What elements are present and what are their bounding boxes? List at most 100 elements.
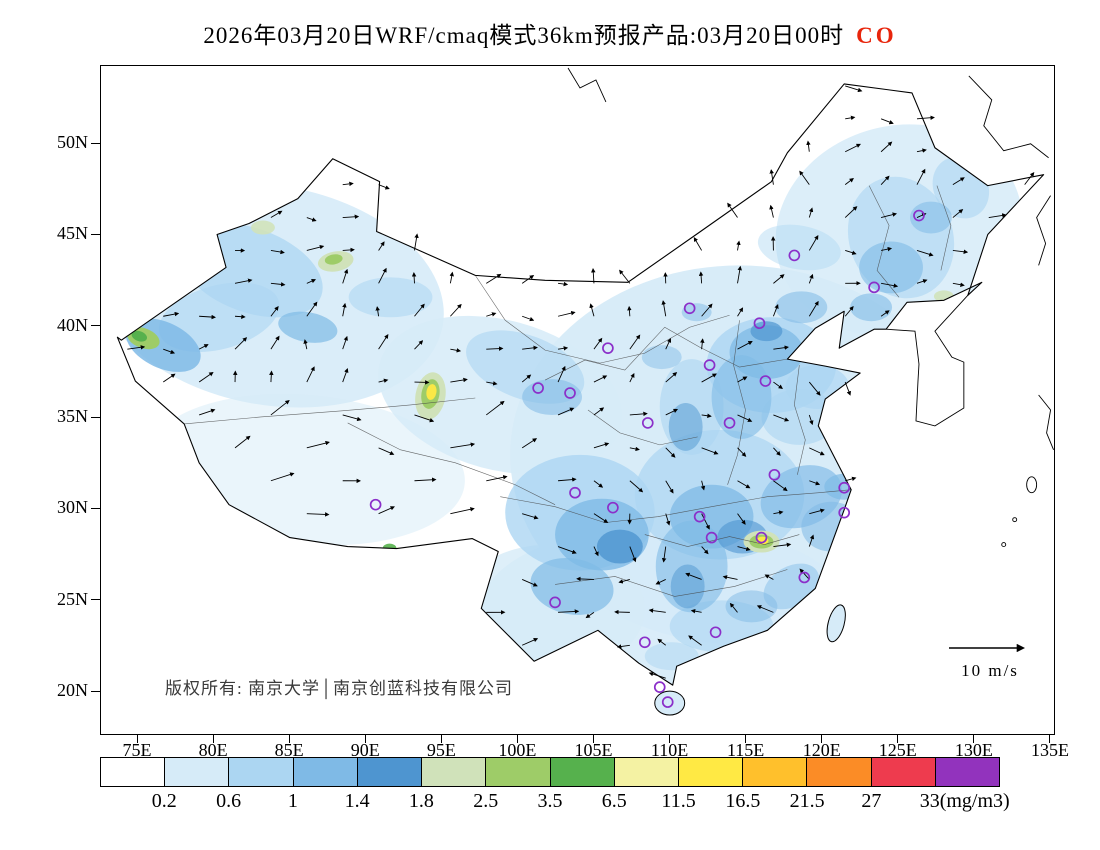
lat-tick-label: 25N — [57, 588, 88, 609]
station-marker — [661, 696, 674, 708]
lon-tick-mark — [288, 735, 290, 743]
lat-tick-label: 20N — [57, 680, 88, 701]
station-marker — [798, 571, 811, 584]
colorbar-segment — [807, 758, 872, 786]
lon-tick-label: 100E — [498, 740, 537, 760]
colorbar-segment — [678, 758, 744, 786]
lat-tick-mark — [91, 325, 100, 327]
colorbar-label: 16.5 — [725, 790, 761, 812]
colorbar-segment — [101, 758, 166, 786]
lat-tick-label: 45N — [57, 223, 88, 244]
wind-scale-label: 10 m/s — [961, 661, 1019, 680]
station-marker — [569, 486, 581, 499]
hainan-island — [654, 690, 686, 716]
colorbar-segment — [871, 758, 936, 786]
colorbar-segment — [614, 758, 679, 786]
colorbar-labels: 0.2 0.6 1 1.4 1.8 2.5 3.5 6.5 11.5 16.5 21.5 27 33(m… — [100, 790, 1100, 818]
province-boundaries — [184, 185, 952, 597]
colorbar — [100, 757, 1000, 787]
colorbar-label: 2.5 — [473, 790, 499, 812]
lat-tick-mark — [91, 142, 100, 144]
lat-tick-mark — [91, 233, 100, 235]
lon-tick-label: 120E — [802, 740, 841, 760]
lon-tick-label: 125E — [878, 740, 917, 760]
colorbar-label: 6.5 — [601, 790, 627, 812]
lon-tick-label: 115E — [726, 740, 765, 760]
lon-tick-mark — [440, 735, 442, 743]
lat-tick-mark — [91, 690, 100, 692]
colorbar-segment — [935, 758, 1000, 786]
colorbar-segment — [422, 758, 487, 786]
lat-tick-label: 35N — [57, 406, 88, 427]
colorbar-label: 11.5 — [661, 790, 696, 812]
neighbouring-coastlines — [567, 67, 1054, 548]
lat-tick-mark — [91, 507, 100, 509]
map-plot-area: 版权所有: 南京大学│南京创蓝科技有限公司 10 m/s — [100, 65, 1055, 735]
colorbar-segment — [743, 758, 808, 786]
colorbar-segment — [550, 758, 615, 786]
lon-tick-mark — [364, 735, 366, 743]
lon-tick-label: 90E — [350, 740, 380, 760]
station-marker — [838, 506, 851, 519]
lon-tick-label: 95E — [426, 740, 456, 760]
station-marker — [549, 596, 561, 609]
lon-tick-label: 105E — [574, 740, 613, 760]
colorbar-segment — [293, 758, 358, 786]
wind-vectors — [127, 85, 1035, 679]
station-marker — [564, 387, 576, 399]
colorbar-label: 1 — [287, 790, 298, 812]
lat-tick-label: 50N — [57, 132, 88, 152]
lon-tick-mark — [516, 735, 518, 743]
wind-scale-legend: 10 m/s — [942, 640, 1038, 681]
colorbar-label: 1.8 — [408, 790, 434, 812]
china-border-coastline — [116, 83, 1045, 686]
lon-tick-label: 130E — [954, 740, 993, 760]
station-marker — [755, 531, 768, 544]
lon-tick-mark — [1049, 735, 1051, 743]
lat-tick-mark — [91, 599, 100, 601]
station-marker — [759, 375, 772, 387]
station-marker — [683, 302, 696, 315]
taiwan-island — [826, 604, 846, 643]
lat-tick-label: 30N — [57, 497, 88, 518]
lon-tick-label: 110E — [650, 740, 689, 760]
station-marker — [768, 468, 781, 481]
lon-tick-mark — [669, 735, 671, 743]
lon-tick-label: 135E — [1030, 740, 1069, 760]
lon-tick-mark — [821, 735, 823, 743]
lat-tick-label: 40N — [57, 314, 88, 335]
colorbar-segment — [229, 758, 294, 786]
station-marker — [638, 636, 651, 649]
colorbar-label: 0.2 — [151, 790, 177, 812]
station-marker — [693, 510, 706, 523]
station-marker — [913, 209, 925, 222]
station-marker — [753, 317, 766, 330]
title-text: 2026年03月20日WRF/cmaq模式36km预报产品:03月20日00时 — [203, 23, 845, 48]
station-marker — [709, 626, 722, 639]
lon-tick-mark — [136, 735, 138, 743]
lon-tick-label: 75E — [122, 740, 152, 760]
station-marker — [369, 498, 382, 511]
station-marker — [703, 359, 716, 371]
copyright-text: 版权所有: 南京大学│南京创蓝科技有限公司 — [165, 679, 514, 698]
colorbar-label: 33(mg/m3) — [919, 790, 1010, 812]
wind-scale-arrow-icon — [949, 643, 1026, 653]
lon-tick-mark — [592, 735, 594, 743]
station-markers — [369, 209, 925, 708]
station-marker — [868, 281, 880, 294]
colorbar-label: 21.5 — [789, 790, 825, 812]
colorbar-label: 1.4 — [344, 790, 370, 812]
station-marker — [788, 249, 801, 262]
station-marker — [607, 501, 619, 514]
china-co-forecast-map — [116, 67, 1054, 716]
species-label: CO — [856, 23, 897, 48]
colorbar-label: 27 — [861, 790, 882, 812]
lon-tick-mark — [897, 735, 899, 743]
station-marker — [641, 417, 654, 429]
colorbar-segment — [165, 758, 230, 786]
station-marker — [705, 531, 718, 544]
colorbar-label: 0.6 — [216, 790, 242, 812]
lon-tick-label: 80E — [198, 740, 228, 760]
lon-tick-mark — [745, 735, 747, 743]
colorbar-segment — [486, 758, 551, 786]
